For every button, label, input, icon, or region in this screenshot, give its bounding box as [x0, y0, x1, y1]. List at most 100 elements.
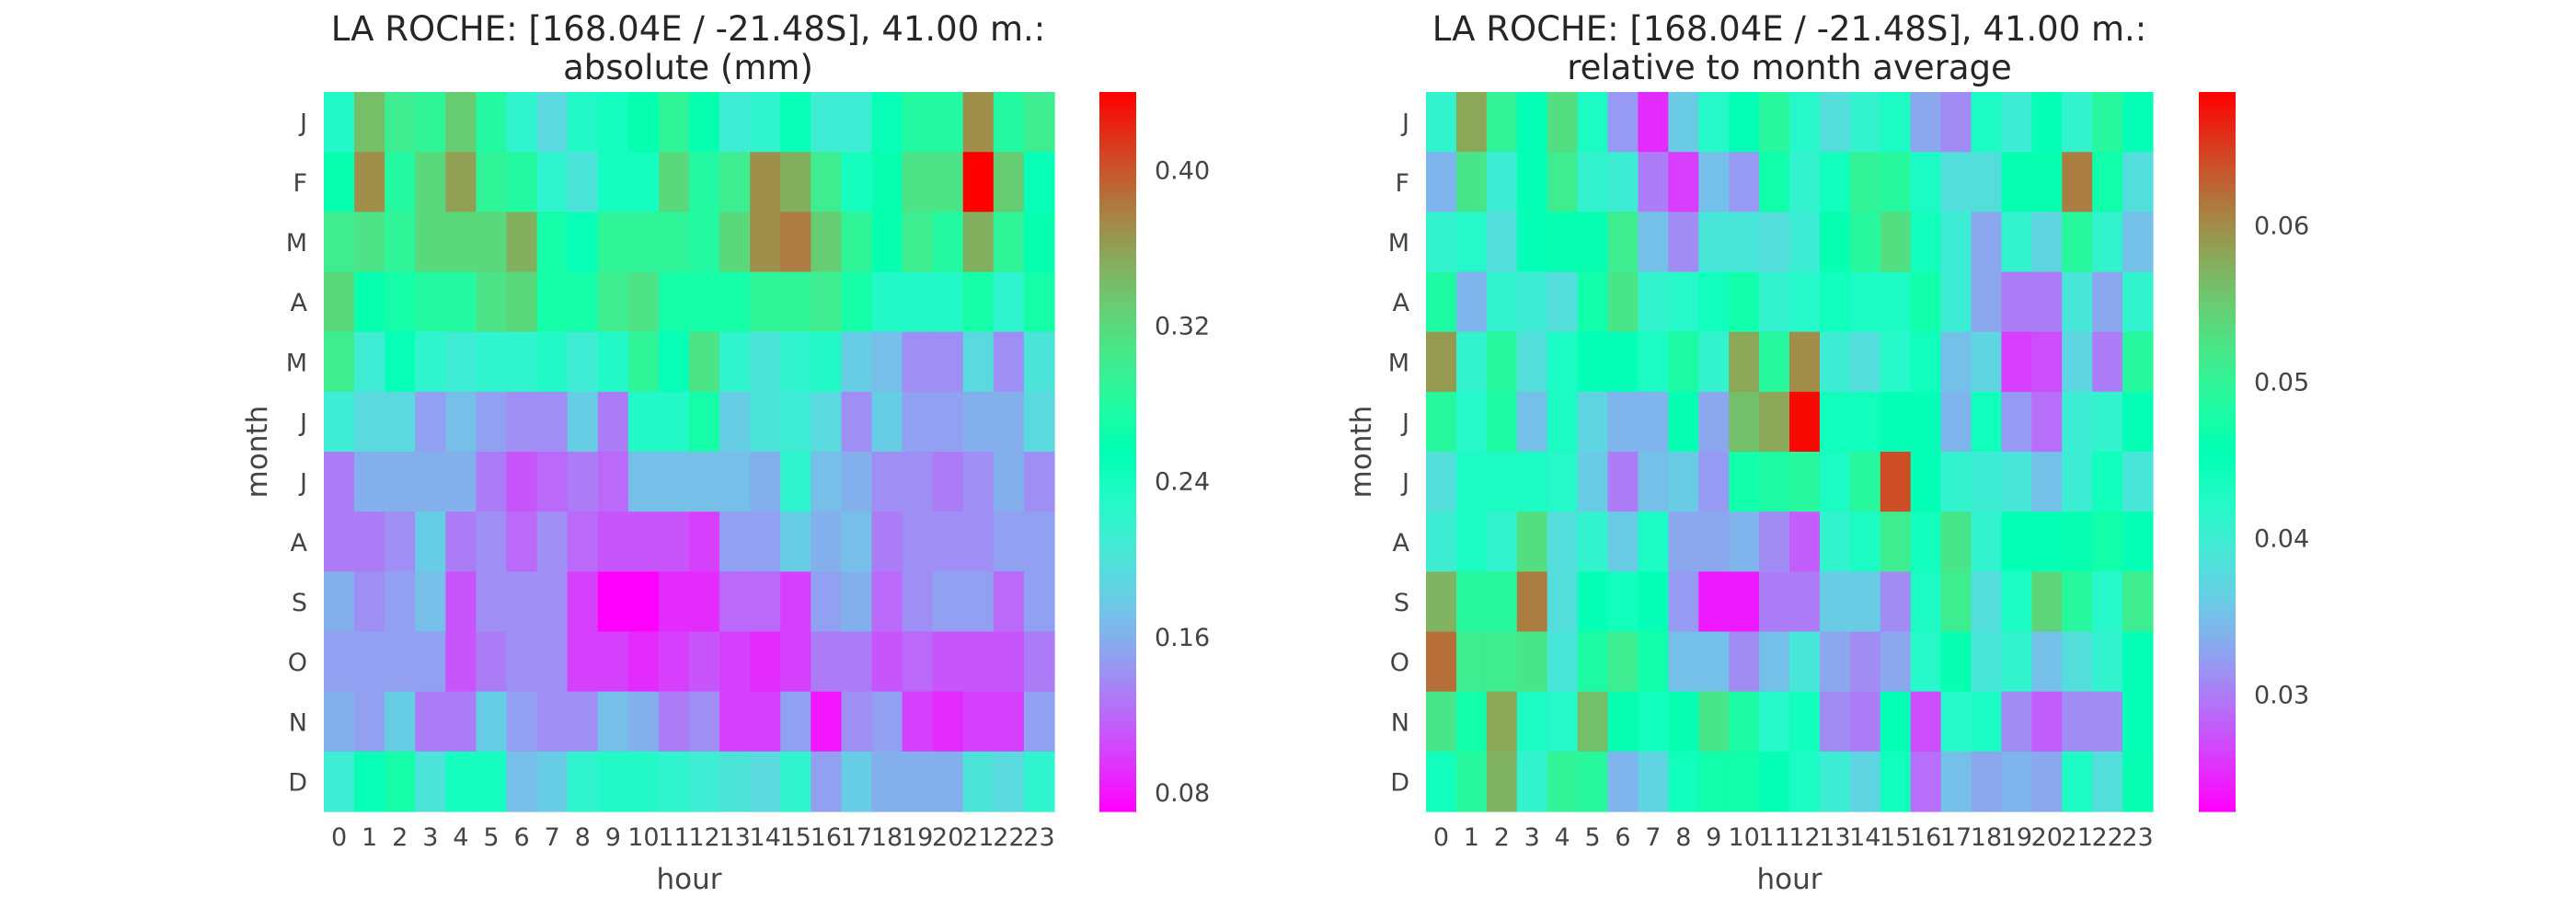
heatmap-cell [1971, 452, 2003, 512]
heatmap-cell [1819, 512, 1851, 572]
heatmap-cell [1698, 751, 1730, 812]
colorbar-segment [1099, 136, 1136, 143]
colorbar-segment [1099, 505, 1136, 512]
heatmap-cell [1789, 212, 1821, 273]
y-tick-label: M [1388, 349, 1409, 377]
heatmap-cell [597, 152, 629, 213]
colorbar-segment [2199, 591, 2236, 596]
heatmap-cell [506, 691, 538, 753]
colorbar-segment [1099, 690, 1136, 696]
colorbar-segment [2199, 802, 2236, 808]
colorbar-segment [1099, 721, 1136, 727]
heatmap-cell [445, 331, 477, 393]
colorbar-segment [2199, 469, 2236, 476]
heatmap-cell [415, 152, 446, 213]
colorbar-segment [2199, 276, 2236, 282]
heatmap-cell [536, 391, 569, 453]
heatmap-cell [1789, 92, 1821, 153]
heatmap-cell [841, 751, 873, 812]
colorbar-segment [1099, 698, 1136, 705]
colorbar-segment [1099, 402, 1136, 408]
x-tick-label: 15 [1880, 823, 1911, 852]
heatmap-cell [962, 152, 995, 213]
colorbar-segment [2199, 330, 2236, 336]
colorbar-segment [1099, 500, 1136, 507]
heatmap-cell [476, 751, 508, 812]
heatmap-cell [902, 631, 934, 693]
heatmap-cell [324, 452, 355, 512]
colorbar-segment [2199, 613, 2236, 619]
heatmap-cell [1607, 331, 1639, 393]
colorbar-segment [1099, 452, 1136, 457]
heatmap-cell [719, 691, 751, 753]
heatmap-cell [1849, 212, 1881, 273]
colorbar-segment [2199, 293, 2236, 300]
heatmap-cell [567, 271, 599, 333]
heatmap-cell [1638, 212, 1669, 273]
heatmap-cell [597, 212, 629, 273]
heatmap-cell [2062, 331, 2093, 393]
heatmap-cells [1426, 92, 2154, 812]
heatmap-cell [2122, 571, 2154, 633]
heatmap-cell [2001, 452, 2032, 512]
heatmap-cell [811, 271, 843, 333]
colorbar-segment [1099, 424, 1136, 431]
heatmap-cell [1849, 751, 1881, 812]
colorbar-segment [1099, 775, 1136, 781]
colorbar-segment [2199, 536, 2236, 543]
colorbar-segment [2199, 258, 2236, 264]
heatmap-cell [719, 571, 751, 633]
colorbar-segment [1099, 231, 1136, 236]
y-tick-label: M [286, 229, 307, 258]
colorbar-segment [2199, 114, 2236, 120]
heatmap-cell [719, 512, 751, 572]
heatmap-cell [1729, 331, 1760, 393]
heatmap-cell [1516, 331, 1548, 393]
heatmap-cell [2031, 212, 2063, 273]
heatmap-cell [1516, 212, 1548, 273]
heatmap-cell [962, 92, 995, 153]
heatmap-cell [2092, 152, 2123, 213]
colorbar-segment [1099, 510, 1136, 516]
heatmap-cell [2031, 452, 2063, 512]
colorbar-segment [2199, 775, 2236, 781]
heatmap-cell [415, 751, 446, 812]
heatmap-cell [567, 631, 599, 693]
colorbar-segment [2199, 240, 2236, 246]
y-tick-label: J [298, 469, 307, 498]
colorbar-segment [1099, 155, 1136, 160]
colorbar-segment [2199, 681, 2236, 686]
heatmap-cell [1486, 391, 1518, 453]
heatmap-cell [658, 212, 690, 273]
heatmap-cell [902, 152, 934, 213]
x-tick-label: 14 [750, 823, 781, 852]
heatmap-cell [1455, 512, 1488, 572]
heatmap-cell [1486, 331, 1518, 393]
heatmap-cell [1849, 331, 1881, 393]
heatmap-cell [689, 631, 720, 693]
heatmap-cell [993, 691, 1025, 753]
heatmap-cell [962, 271, 995, 333]
colorbar-segment [2199, 366, 2236, 372]
heatmap-cell [1729, 571, 1760, 633]
colorbar-segment [2199, 168, 2236, 174]
heatmap-cell [1910, 512, 1942, 572]
colorbar-segment [2199, 447, 2236, 453]
colorbar-segment [1099, 631, 1136, 637]
heatmap-cell [1638, 92, 1669, 153]
heatmap-cell [658, 391, 690, 453]
heatmap-cell [415, 331, 446, 393]
colorbar-segment [1099, 667, 1136, 673]
heatmap-cell [993, 212, 1025, 273]
colorbar-segment [1099, 613, 1136, 619]
colorbar-segment [2199, 128, 2236, 133]
colorbar-segment [1099, 478, 1136, 484]
heatmap-cell [415, 271, 446, 333]
heatmap-cell [2001, 391, 2032, 453]
heatmap-cell [962, 212, 995, 273]
heatmap-cell [1880, 212, 1912, 273]
colorbar-segment [1099, 357, 1136, 362]
heatmap-cell [1940, 631, 1972, 693]
x-tick-label: 13 [1819, 823, 1850, 852]
colorbar-segment [1099, 388, 1136, 395]
